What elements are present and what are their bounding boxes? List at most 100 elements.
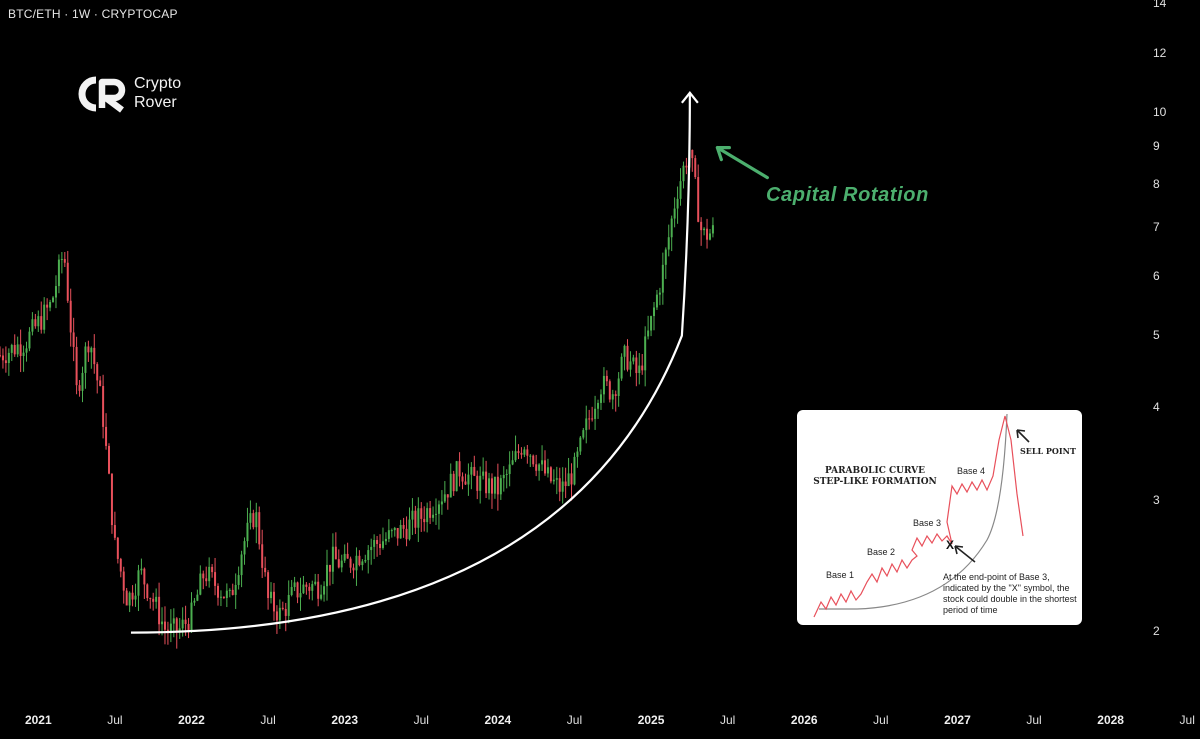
candle-body xyxy=(426,508,429,523)
candle-body xyxy=(326,564,329,587)
candle-body xyxy=(367,550,370,561)
inset-diagram: X xyxy=(813,413,1030,618)
candle-body xyxy=(255,512,258,528)
candle-body xyxy=(355,555,358,571)
logo-wordmark: Crypto Rover xyxy=(134,74,181,112)
x-tick-label: Jul xyxy=(107,713,123,727)
candle-body xyxy=(270,591,273,599)
candle-body xyxy=(146,584,149,599)
candle-body xyxy=(387,530,390,539)
inset-note: At the end-point of Base 3, indicated by… xyxy=(943,572,1077,615)
candle-body xyxy=(411,510,414,520)
candle-body xyxy=(320,594,323,599)
candle-body xyxy=(697,177,700,222)
candle-body xyxy=(611,394,614,400)
candle-body xyxy=(437,504,440,514)
candle-body xyxy=(113,525,116,538)
candle-body xyxy=(685,165,688,168)
y-tick-label: 14 xyxy=(1153,0,1167,10)
candle-body xyxy=(650,316,653,331)
candle-body xyxy=(116,537,119,559)
candle-body xyxy=(199,573,202,595)
candle-body xyxy=(376,540,379,544)
candle-body xyxy=(638,365,641,374)
candle-body xyxy=(110,473,113,526)
candle-body xyxy=(700,221,703,231)
candle-body xyxy=(667,237,670,250)
candle-body xyxy=(267,572,270,599)
candle-body xyxy=(576,451,579,457)
candle-body xyxy=(252,513,255,528)
candle-body xyxy=(535,464,538,471)
candle-body xyxy=(588,418,591,420)
candle-body xyxy=(402,524,405,529)
candle-body xyxy=(49,302,52,308)
candle-body xyxy=(629,361,632,370)
candle-body xyxy=(228,589,231,591)
candle-body xyxy=(602,375,605,395)
candle-body xyxy=(249,513,252,523)
y-tick-label: 3 xyxy=(1153,493,1160,508)
candle-body xyxy=(490,478,493,494)
candle-body xyxy=(482,471,485,476)
candle-body xyxy=(653,307,656,317)
candle-body xyxy=(467,474,470,485)
candle-body xyxy=(108,445,111,474)
candle-body xyxy=(28,331,31,349)
annotation-arrow xyxy=(715,145,769,180)
cr-logo-icon xyxy=(78,76,126,113)
candle-body xyxy=(429,508,432,518)
candle-body xyxy=(205,578,208,582)
candle-body xyxy=(655,294,658,308)
candle-body xyxy=(102,385,105,427)
candle-body xyxy=(34,319,37,327)
candle-body xyxy=(128,592,131,606)
candle-body xyxy=(72,332,75,347)
y-tick-label: 6 xyxy=(1153,269,1160,284)
candle-body xyxy=(517,451,520,453)
candle-body xyxy=(287,594,290,616)
candle-body xyxy=(476,475,479,491)
candle-body xyxy=(384,538,387,542)
candle-body xyxy=(623,345,626,357)
candle-body xyxy=(96,364,99,381)
x-tick-label: 2022 xyxy=(178,713,205,727)
y-tick-label: 2 xyxy=(1153,624,1160,638)
candle-body xyxy=(172,618,175,624)
inset-sell-arrow xyxy=(1016,429,1030,443)
candle-body xyxy=(63,259,66,263)
candle-body xyxy=(440,501,443,505)
inset-x-arrow xyxy=(954,545,976,563)
candle-body xyxy=(370,546,373,551)
x-tick-label: Jul xyxy=(260,713,276,727)
candle-body xyxy=(46,304,49,308)
candle-body xyxy=(567,473,570,487)
candle-body xyxy=(234,584,237,595)
candle-body xyxy=(90,347,93,353)
candle-body xyxy=(605,375,608,382)
logo-line-1: Crypto xyxy=(134,75,182,92)
candle-body xyxy=(546,467,549,474)
candle-body xyxy=(532,455,535,465)
candle-body xyxy=(258,512,261,545)
candle-body xyxy=(217,585,220,598)
candle-body xyxy=(178,628,181,633)
candle-body xyxy=(529,455,532,457)
inset-curve xyxy=(819,413,1008,610)
candle-body xyxy=(202,573,205,579)
candle-body xyxy=(328,564,331,572)
candle-body xyxy=(143,568,146,585)
candle-body xyxy=(13,344,16,355)
candle-body xyxy=(163,621,166,630)
candle-body xyxy=(399,524,402,539)
candle-body xyxy=(496,476,499,495)
candle-body xyxy=(691,149,694,159)
candle-body xyxy=(558,478,561,492)
y-tick-label: 7 xyxy=(1153,219,1160,234)
y-tick-label: 8 xyxy=(1153,176,1160,191)
candle-body xyxy=(208,566,211,582)
x-tick-label: 2028 xyxy=(1097,713,1124,727)
candle-body xyxy=(340,560,343,568)
candle-body xyxy=(40,316,43,330)
x-tick-label: Jul xyxy=(719,713,736,727)
